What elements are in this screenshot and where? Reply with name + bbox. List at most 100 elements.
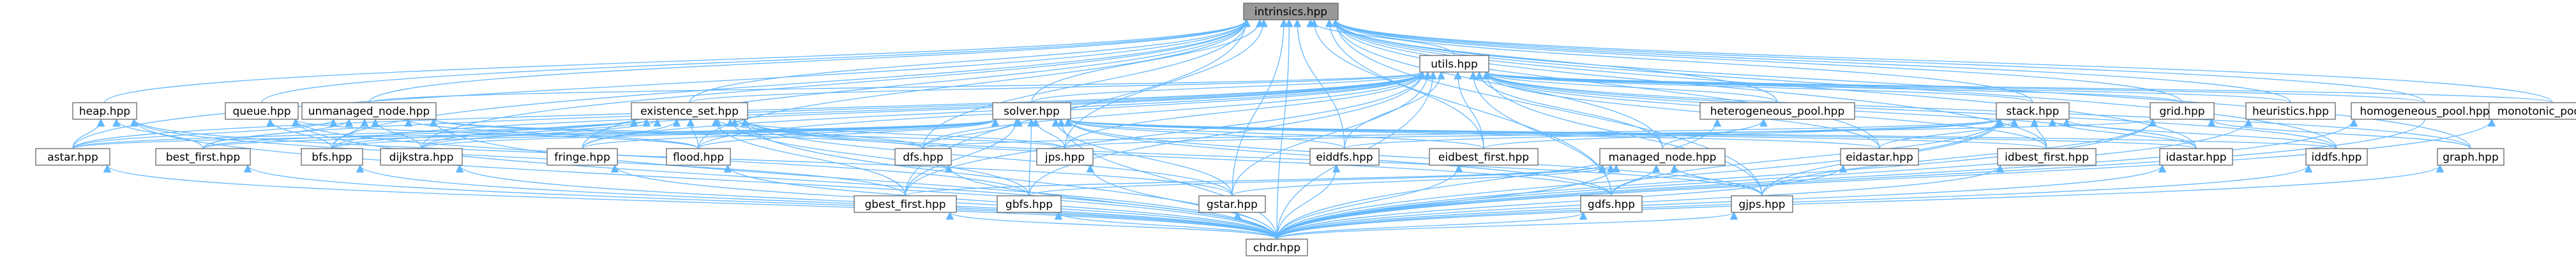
node-best-first[interactable]: best_first.hpp <box>155 148 251 166</box>
node-box <box>1309 148 1380 166</box>
node-label: gstar.hpp <box>1207 198 1258 211</box>
edge-existence-set-to-utils <box>689 71 1422 103</box>
node-label: eidbest_first.hpp <box>1438 151 1529 164</box>
node-gdfs[interactable]: gdfs.hpp <box>1580 195 1643 213</box>
node-eidastar[interactable]: eidastar.hpp <box>1840 148 1919 166</box>
edge-chdr-to-grid <box>1276 119 2153 240</box>
node-box <box>1997 148 2097 166</box>
edge-unmanaged-node-to-intrinsics <box>368 19 1246 103</box>
edge-iddfs-to-solver <box>1068 119 2337 149</box>
edge-astar-to-solver <box>72 119 995 149</box>
edge-jps-to-unmanaged-node <box>433 119 1066 149</box>
node-heterogeneous-pool[interactable]: heterogeneous_pool.hpp <box>1699 102 1855 120</box>
node-fringe[interactable]: fringe.hpp <box>546 148 618 166</box>
node-box <box>1198 195 1266 213</box>
edge-fringe-to-intrinsics <box>582 20 1246 149</box>
edge-astar-to-existence-set <box>72 119 634 149</box>
edge-gdfs-to-intrinsics <box>1329 20 1612 196</box>
edge-chdr-to-eidbest-first <box>1276 165 1459 240</box>
node-box <box>2489 102 2576 120</box>
edge-gjps-to-grid <box>1761 119 2153 196</box>
edge-grid-to-intrinsics <box>1336 20 2183 103</box>
node-gjps[interactable]: gjps.hpp <box>1731 195 1793 213</box>
edge-solver-to-utils <box>1031 71 1422 103</box>
node-chdr[interactable]: chdr.hpp <box>1246 239 1308 256</box>
node-existence-set[interactable]: existence_set.hpp <box>631 102 748 120</box>
edge-gstar-to-managed-node <box>1232 165 1611 196</box>
node-unmanaged-node[interactable]: unmanaged_node.hpp <box>301 102 437 120</box>
edge-gstar-to-intrinsics <box>1232 20 1284 196</box>
node-astar[interactable]: astar.hpp <box>35 148 110 166</box>
node-box <box>1599 148 1726 166</box>
edge-homogeneous-pool-to-intrinsics <box>1336 19 2425 103</box>
node-label: dijkstra.hpp <box>389 151 454 164</box>
node-iddfs[interactable]: iddfs.hpp <box>2305 148 2368 166</box>
edge-dijkstra-to-unmanaged-node <box>375 119 422 149</box>
edge-gjps-to-intrinsics <box>1336 20 1763 196</box>
node-gbest-first[interactable]: gbest_first.hpp <box>854 195 957 213</box>
node-box <box>894 148 952 166</box>
edge-graph-to-intrinsics <box>1336 20 2471 149</box>
edge-chdr-to-jps <box>1090 165 1277 240</box>
node-label: eidastar.hpp <box>1846 151 1913 164</box>
node-box <box>1036 148 1094 166</box>
edge-graph-to-grid <box>2211 119 2471 149</box>
node-dfs[interactable]: dfs.hpp <box>894 148 952 166</box>
node-idbest-first[interactable]: idbest_first.hpp <box>1997 148 2097 166</box>
edge-eidastar-to-utils <box>1486 72 1880 149</box>
node-eiddfs[interactable]: eiddfs.hpp <box>1309 148 1380 166</box>
edge-gdfs-to-existence-set <box>745 119 1612 196</box>
node-heap[interactable]: heap.hpp <box>72 102 137 120</box>
node-stack[interactable]: stack.hpp <box>1996 102 2070 120</box>
node-eidbest-first[interactable]: eidbest_first.hpp <box>1429 148 1539 166</box>
node-label: solver.hpp <box>1004 105 1060 118</box>
node-managed-node[interactable]: managed_node.hpp <box>1599 148 1726 166</box>
node-jps[interactable]: jps.hpp <box>1036 148 1094 166</box>
edge-gbfs-to-solver <box>1029 119 1032 196</box>
node-homogeneous-pool[interactable]: homogeneous_pool.hpp <box>2351 102 2499 120</box>
edge-heuristics-to-utils <box>1486 71 2291 103</box>
edge-dijkstra-to-solver <box>421 119 995 149</box>
node-intrinsics[interactable]: intrinsics.hpp <box>1243 3 1339 20</box>
node-label: monotonic_pool.hpp <box>2497 105 2576 118</box>
node-label: chdr.hpp <box>1253 242 1300 254</box>
node-flood[interactable]: flood.hpp <box>666 148 731 166</box>
edge-queue-to-intrinsics <box>261 19 1246 103</box>
node-label: existence_set.hpp <box>640 105 739 118</box>
node-graph[interactable]: graph.hpp <box>2437 148 2504 166</box>
edge-astar-to-unmanaged-node <box>72 119 333 149</box>
node-queue[interactable]: queue.hpp <box>225 102 299 120</box>
node-monotonic-pool[interactable]: monotonic_pool.hpp <box>2489 102 2576 120</box>
node-label: idastar.hpp <box>2165 151 2226 164</box>
edge-heap-to-intrinsics <box>104 19 1246 103</box>
edge-chdr-to-gdfs <box>1276 212 1583 240</box>
node-box <box>1243 3 1339 20</box>
edge-gbest-first-to-heap <box>134 119 906 196</box>
node-grid[interactable]: grid.hpp <box>2150 102 2215 120</box>
edge-monotonic-pool-to-intrinsics <box>1336 20 2553 103</box>
edge-chdr-to-gstar <box>1237 212 1277 240</box>
node-heuristics[interactable]: heuristics.hpp <box>2245 102 2336 120</box>
node-bfs[interactable]: bfs.hpp <box>301 148 363 166</box>
edge-chdr-to-dfs <box>949 165 1277 240</box>
edge-chdr-to-monotonic-pool <box>1276 119 2492 240</box>
node-gbfs[interactable]: gbfs.hpp <box>997 195 1062 213</box>
node-label: flood.hpp <box>673 151 724 164</box>
node-box <box>2305 148 2368 166</box>
node-dijkstra[interactable]: dijkstra.hpp <box>380 148 463 166</box>
node-box <box>997 195 1062 213</box>
node-box <box>2245 102 2336 120</box>
edge-jps-to-solver <box>1036 119 1066 149</box>
node-idastar[interactable]: idastar.hpp <box>2159 148 2233 166</box>
node-label: best_first.hpp <box>166 151 240 164</box>
node-utils[interactable]: utils.hpp <box>1419 55 1489 73</box>
node-label: intrinsics.hpp <box>1254 6 1327 18</box>
node-gstar[interactable]: gstar.hpp <box>1198 195 1266 213</box>
node-box <box>2437 148 2504 166</box>
node-label: managed_node.hpp <box>1609 151 1717 164</box>
edge-iddfs-to-utils <box>1486 71 2337 149</box>
node-box <box>1429 148 1539 166</box>
node-solver[interactable]: solver.hpp <box>992 102 1071 120</box>
edge-graph-to-utils <box>1486 71 2471 149</box>
edge-managed-node-to-heterogeneous-pool <box>1662 119 1763 149</box>
